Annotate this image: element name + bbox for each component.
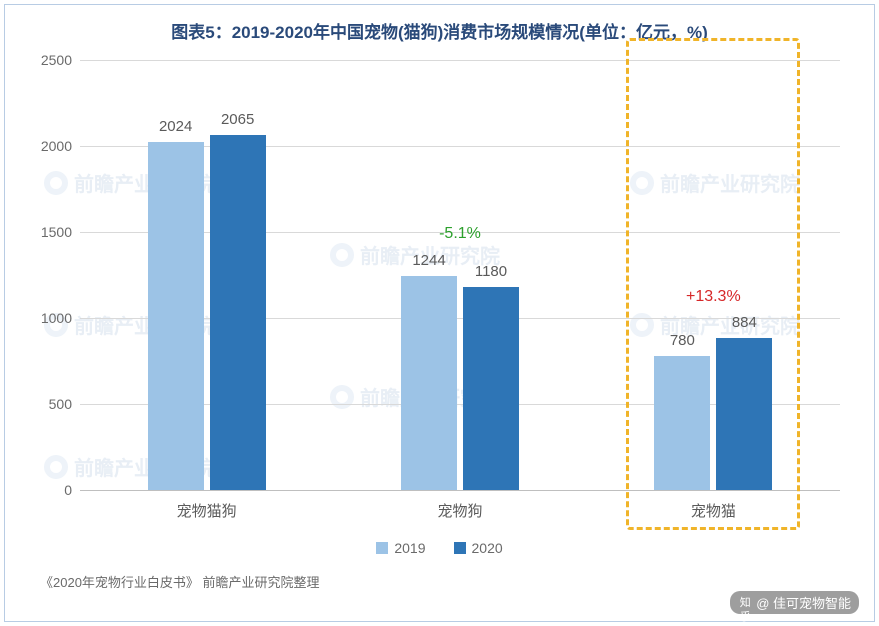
- legend: 2019 2020: [0, 540, 879, 556]
- xtick-label: 宠物猫: [653, 500, 773, 521]
- pct-annotation: +13.3%: [673, 288, 753, 306]
- highlight-box: [626, 38, 800, 530]
- plot-area: 0500100015002000250020242065宠物猫狗12441180…: [80, 60, 840, 490]
- xtick-label: 宠物猫狗: [147, 500, 267, 521]
- ytick-label: 1500: [30, 224, 72, 240]
- pct-annotation: -5.1%: [420, 225, 500, 243]
- legend-item: 2019: [376, 540, 425, 556]
- ytick-label: 500: [30, 396, 72, 412]
- bar: [401, 276, 457, 490]
- ytick-label: 1000: [30, 310, 72, 326]
- source-note: 《2020年宠物行业白皮书》 前瞻产业研究院整理: [40, 572, 320, 591]
- bar-value-label: 1244: [399, 252, 459, 269]
- bar-value-label: 1180: [461, 263, 521, 280]
- ytick-label: 2000: [30, 138, 72, 154]
- bar-value-label: 2024: [146, 118, 206, 135]
- bar-value-label: 780: [652, 332, 712, 349]
- bar: [463, 287, 519, 490]
- bar-value-label: 884: [714, 314, 774, 331]
- legend-item: 2020: [454, 540, 503, 556]
- bar: [210, 135, 266, 490]
- legend-swatch: [376, 542, 388, 554]
- legend-label: 2019: [394, 540, 425, 556]
- ytick-label: 0: [30, 482, 72, 498]
- ytick-label: 2500: [30, 52, 72, 68]
- legend-swatch: [454, 542, 466, 554]
- bar-value-label: 2065: [208, 111, 268, 128]
- zhihu-icon: 知乎: [738, 596, 752, 610]
- corner-watermark: 知乎 @ 佳可宠物智能: [730, 591, 859, 614]
- bar: [654, 356, 710, 490]
- legend-label: 2020: [472, 540, 503, 556]
- bar: [716, 338, 772, 490]
- watermark-handle: @ 佳可宠物智能: [756, 593, 851, 612]
- xtick-label: 宠物狗: [400, 500, 520, 521]
- bar: [148, 142, 204, 490]
